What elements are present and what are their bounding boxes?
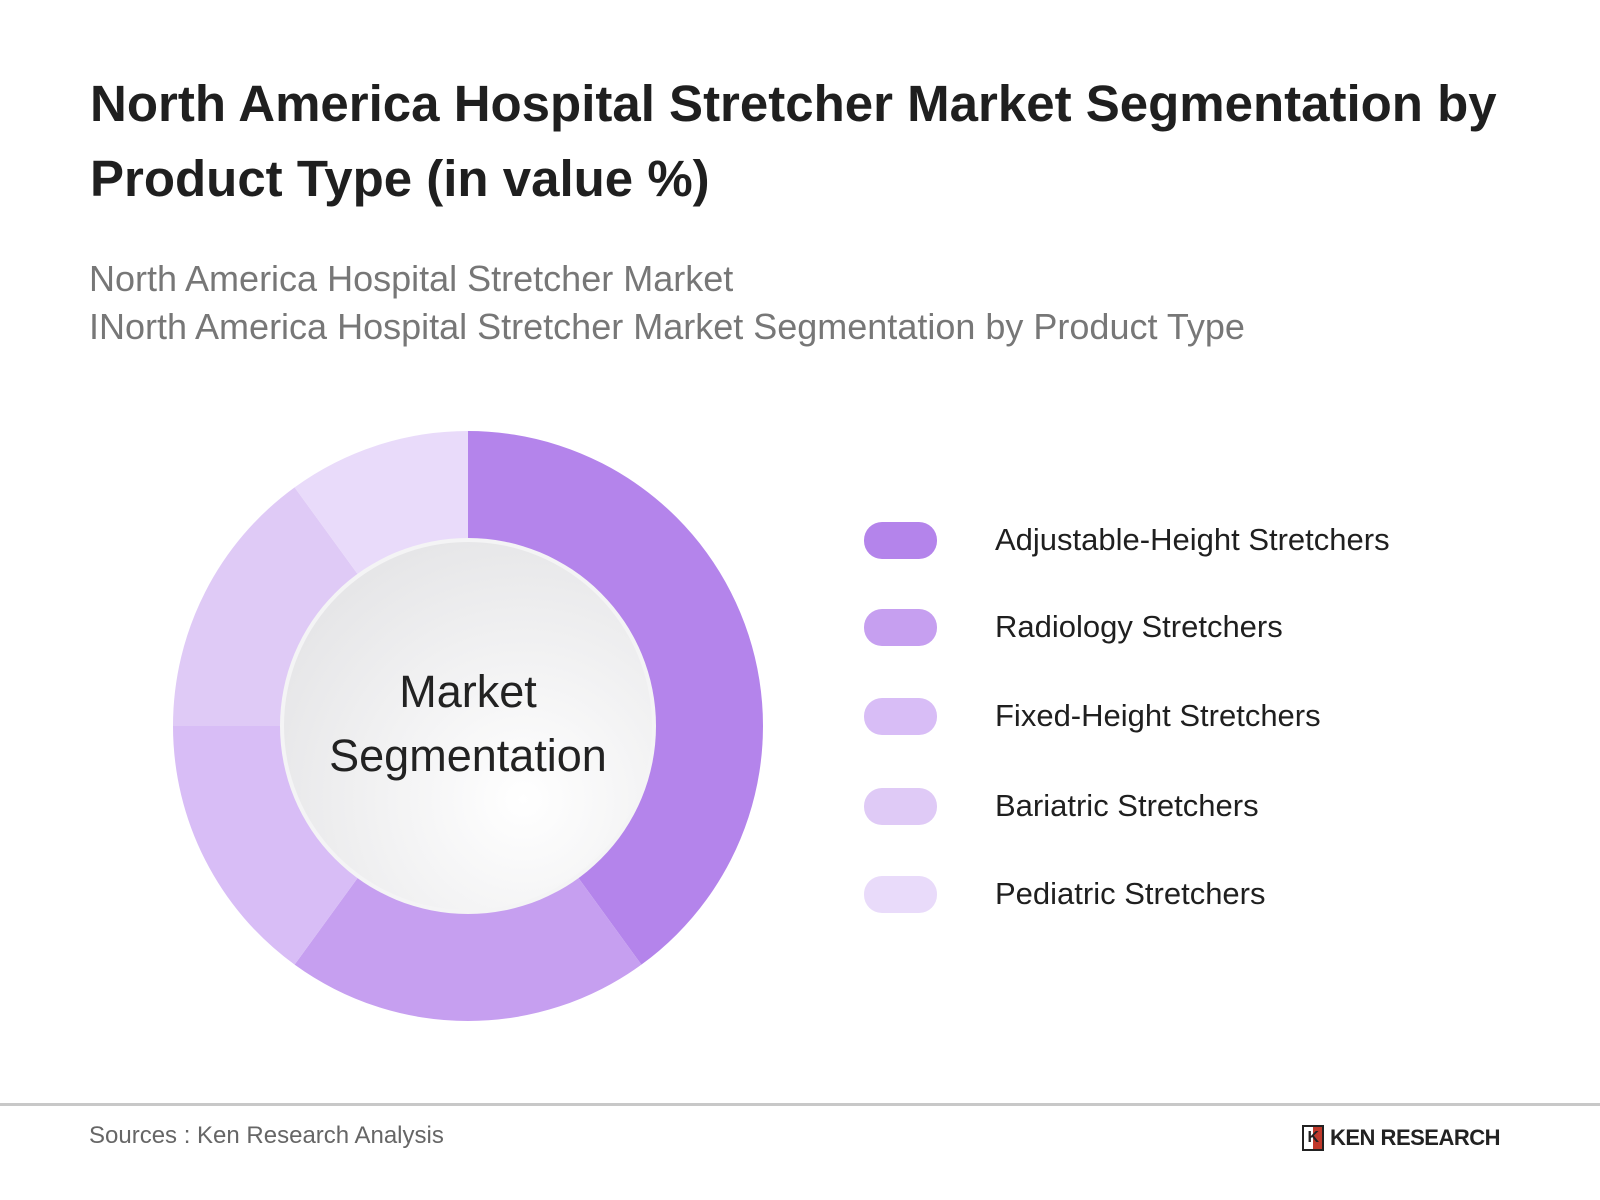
legend-item: Bariatric Stretchers: [864, 787, 1259, 825]
legend-label: Pediatric Stretchers: [995, 876, 1266, 911]
subtitle-2: INorth America Hospital Stretcher Market…: [89, 306, 1245, 347]
center-label-line-1: Market: [399, 666, 537, 717]
center-label: Market Segmentation: [318, 660, 618, 788]
legend-item: Adjustable-Height Stretchers: [864, 521, 1390, 559]
center-label-line-2: Segmentation: [329, 730, 607, 781]
legend-swatch: [864, 608, 937, 646]
footer-divider: [0, 1103, 1600, 1106]
legend-label: Fixed-Height Stretchers: [995, 698, 1321, 733]
legend-label: Radiology Stretchers: [995, 609, 1283, 644]
legend-swatch: [864, 787, 937, 825]
legend-label: Adjustable-Height Stretchers: [995, 522, 1390, 557]
legend-item: Fixed-Height Stretchers: [864, 697, 1321, 735]
legend-swatch: [864, 697, 937, 735]
donut-hole: [284, 542, 652, 910]
legend-swatch: [864, 521, 937, 559]
legend-label: Bariatric Stretchers: [995, 788, 1259, 823]
logo-text: KEN RESEARCH: [1330, 1125, 1501, 1150]
chart-title: North America Hospital Stretcher Market …: [90, 75, 1497, 207]
logo-k-icon: K: [1302, 1125, 1324, 1151]
legend-item: Pediatric Stretchers: [864, 875, 1266, 913]
ken-research-logo: K KEN RESEARCH: [1302, 1125, 1501, 1151]
legend-swatch: [864, 875, 937, 913]
subtitle-1: North America Hospital Stretcher Market: [89, 258, 734, 299]
source-note: Sources : Ken Research Analysis: [89, 1122, 444, 1149]
legend-item: Radiology Stretchers: [864, 608, 1283, 646]
